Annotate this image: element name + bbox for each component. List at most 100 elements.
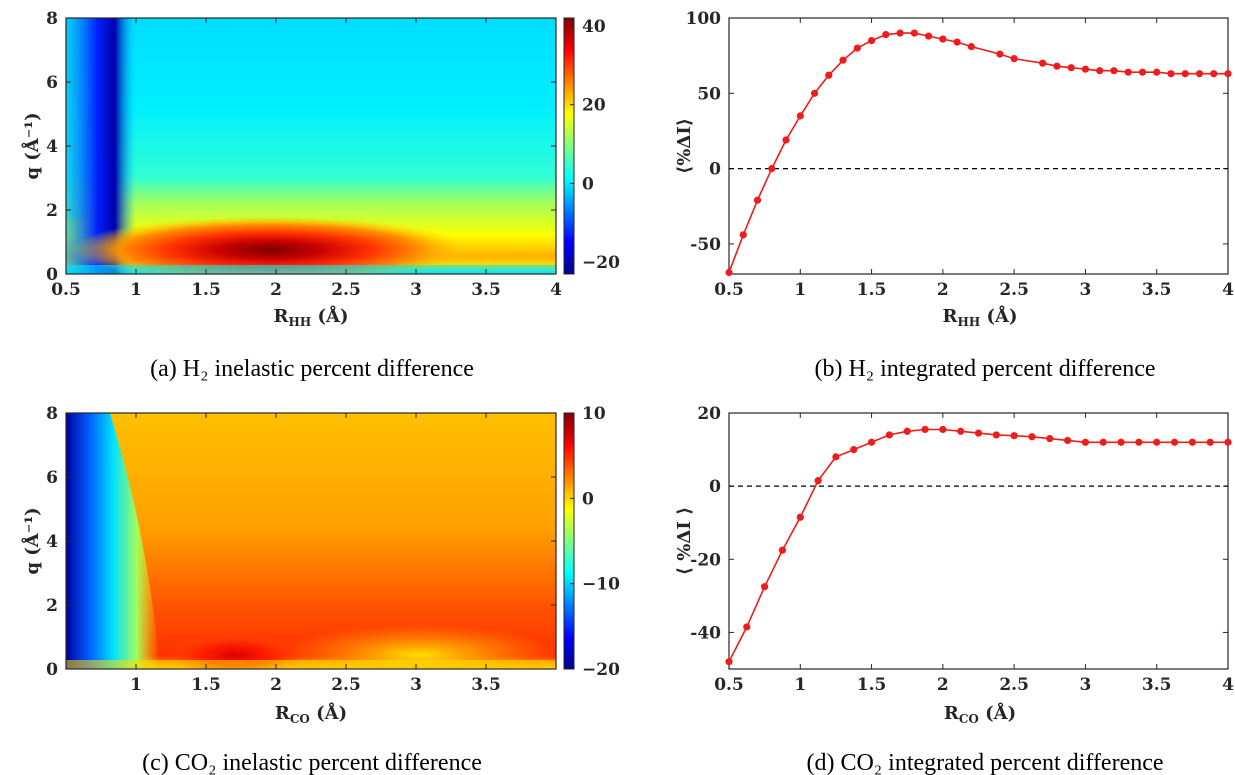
- y-tick-label: 20: [697, 404, 721, 424]
- data-point: [832, 453, 840, 461]
- data-point: [1046, 435, 1054, 443]
- heatmap-c-edge: [66, 660, 556, 669]
- data-point: [725, 658, 733, 666]
- heatmap-c-maximum: [165, 633, 305, 669]
- data-point: [1010, 55, 1018, 63]
- caption-d: (d) CO₂ integrated percent difference: [806, 750, 1163, 775]
- x-tick-label: 0.5: [714, 675, 744, 695]
- data-point: [1053, 62, 1061, 70]
- x-tick-label: 2.5: [331, 675, 361, 695]
- data-point: [739, 231, 747, 239]
- data-point: [850, 445, 858, 454]
- axes-a-ticks: 0.5 1 1.5 2 2.5 3 3.5 4 0 2 4 6 8: [46, 9, 562, 300]
- caption-a: (a) H₂ inelastic percent difference: [150, 356, 474, 382]
- data-point: [853, 44, 861, 52]
- axes-c-ticks: 1 1.5 2 2.5 3 3.5 0 2 4 6 8: [46, 404, 556, 695]
- x-tick-label: 3.5: [471, 675, 501, 695]
- data-point: [996, 50, 1004, 58]
- data-point: [1224, 438, 1232, 446]
- axes-d-ticks: 0.5 1 1.5 2 2.5 3 3.5 4 20 0 -20 -40: [690, 404, 1234, 695]
- y-tick-label: -50: [690, 235, 721, 255]
- x-tick-label: 2.5: [331, 280, 361, 300]
- data-point: [1117, 438, 1125, 446]
- x-tick-label: 2: [937, 280, 949, 300]
- x-tick-label: 1.5: [857, 280, 887, 300]
- heatmap-a-maximum: [70, 216, 470, 274]
- data-point: [1206, 438, 1214, 446]
- heatmap-c-minimum: [66, 413, 160, 669]
- x-tick-label: 4: [1222, 675, 1234, 695]
- data-point: [974, 429, 983, 437]
- ylabel-b: ⟨%ΔI⟩: [674, 118, 695, 174]
- data-point: [782, 136, 790, 144]
- colorbar-tick-label: 40: [582, 17, 606, 37]
- data-point: [796, 112, 804, 120]
- x-tick-label: 2.5: [999, 280, 1029, 300]
- x-tick-label: 2: [270, 280, 282, 300]
- data-point: [796, 513, 804, 521]
- data-point: [1138, 68, 1147, 76]
- data-point: [867, 36, 876, 45]
- data-point: [1135, 438, 1143, 446]
- data-point: [778, 546, 787, 554]
- y-tick-label: 6: [46, 73, 58, 93]
- data-point: [903, 427, 911, 435]
- data-point: [921, 425, 929, 434]
- panel-d: 0.5 1 1.5 2 2.5 3 3.5 4 20 0 -20 -40 ⟨ %ΔI ⟩ RCO (Å…: [674, 404, 1234, 775]
- ylabel-c: q (Å⁻¹): [20, 507, 43, 574]
- colorbar-a-ticks: 40 20 0 −20: [570, 17, 620, 273]
- data-point: [768, 164, 776, 173]
- y-tick-label: -20: [690, 550, 721, 570]
- data-point: [910, 29, 918, 37]
- xlabel-c: RCO (Å): [275, 701, 347, 726]
- axes-b-ticks: 0.5 1 1.5 2 2.5 3 3.5 4 100 50 0 -50: [686, 9, 1235, 300]
- x-tick-label: 3.5: [471, 280, 501, 300]
- y-tick-label: 4: [46, 532, 58, 552]
- series-line: [728, 32, 1228, 273]
- data-point: [953, 38, 961, 46]
- y-tick-label: 50: [697, 84, 721, 104]
- x-tick-label: 3: [410, 280, 422, 300]
- data-point: [967, 43, 975, 51]
- colorbar-tick-label: 10: [582, 404, 606, 424]
- colorbar-c-ticks: 10 0 −10 −20: [570, 404, 620, 680]
- data-point: [1064, 436, 1072, 445]
- x-tick-label: 3: [1080, 280, 1092, 300]
- data-point: [1210, 70, 1218, 78]
- data-point: [1153, 438, 1161, 446]
- x-tick-label: 1.5: [191, 280, 221, 300]
- xlabel-d: RCO (Å): [944, 701, 1016, 726]
- x-tick-label: 1.5: [191, 675, 221, 695]
- data-point: [753, 196, 762, 204]
- ylabel-d: ⟨ %ΔI ⟩: [674, 507, 695, 575]
- x-tick-label: 3.5: [1142, 280, 1172, 300]
- x-tick-label: 3: [1080, 675, 1092, 695]
- colorbar-tick-label: 20: [582, 96, 606, 116]
- heatmap-c: [66, 413, 556, 669]
- y-tick-label: 0: [709, 160, 721, 180]
- data-point: [1224, 70, 1232, 78]
- data-point: [814, 477, 822, 485]
- data-point: [1188, 438, 1196, 446]
- x-tick-label: 2: [270, 675, 282, 695]
- x-tick-label: 0.5: [51, 280, 81, 300]
- y-tick-label: 2: [46, 596, 58, 616]
- series-line: [728, 428, 1228, 663]
- data-point: [1039, 59, 1047, 67]
- data-point: [825, 71, 833, 79]
- data-point: [810, 89, 819, 97]
- data-point: [1081, 438, 1090, 446]
- x-tick-label: 1: [130, 280, 142, 300]
- x-tick-label: 3: [410, 675, 422, 695]
- data-point: [1170, 438, 1179, 446]
- data-point: [1081, 65, 1090, 73]
- colorbar-tick-label: −20: [582, 660, 620, 680]
- xlabel-a: RHH (Å): [274, 304, 349, 329]
- ylabel-a: q (Å⁻¹): [20, 112, 43, 179]
- x-tick-label: 1.5: [857, 675, 887, 695]
- y-tick-label: 0: [46, 265, 58, 285]
- colorbar-tick-label: 0: [582, 489, 594, 509]
- x-tick-label: 1: [794, 280, 806, 300]
